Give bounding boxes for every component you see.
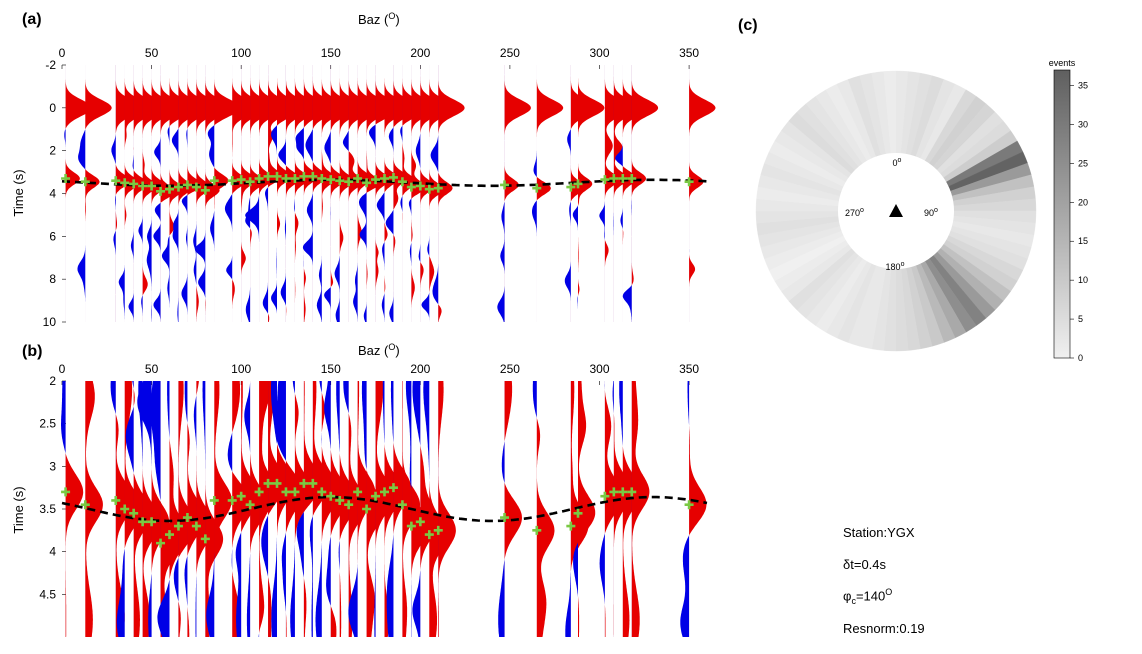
trace-positive-fill bbox=[537, 65, 563, 322]
y-tick-label: 2 bbox=[49, 374, 56, 388]
colorbar-tick-label: 10 bbox=[1078, 275, 1088, 285]
trace-positive-fill bbox=[295, 381, 313, 637]
colorbar-tick-label: 15 bbox=[1078, 236, 1088, 246]
trace-positive-fill bbox=[537, 381, 555, 637]
trace-negative-fill bbox=[111, 65, 115, 322]
y-tick-label: 4 bbox=[49, 187, 56, 201]
panel-b: (b) Baz (O) Time (s) 0 50 100 150 200 250 300 3… bbox=[11, 342, 707, 637]
x-tick-label: 150 bbox=[321, 362, 341, 376]
colorbar-tick-label: 0 bbox=[1078, 353, 1083, 363]
x-tick-label: 350 bbox=[679, 362, 699, 376]
x-tick-label: 200 bbox=[410, 362, 430, 376]
x-tick-label: 200 bbox=[410, 46, 430, 60]
x-tick-label: 100 bbox=[231, 46, 251, 60]
trace-positive-fill bbox=[689, 65, 715, 322]
x-tick-label: 0 bbox=[59, 46, 66, 60]
x-tick-label: 50 bbox=[145, 46, 159, 60]
x-tick-label: 300 bbox=[589, 362, 609, 376]
x-tick-label: 250 bbox=[500, 46, 520, 60]
y-tick-label: 2.5 bbox=[39, 417, 56, 431]
x-tick-label: 50 bbox=[145, 362, 159, 376]
colorbar bbox=[1054, 70, 1070, 358]
trace-negative-fill bbox=[498, 381, 504, 637]
colorbar-tick-label: 30 bbox=[1078, 119, 1088, 129]
trace-positive-fill bbox=[85, 65, 111, 322]
y-tick-label: -2 bbox=[45, 58, 56, 72]
trace-positive-fill bbox=[214, 381, 232, 637]
panel-a-ylabel: Time (s) bbox=[11, 169, 26, 216]
panel-b-xlabel: Baz (O) bbox=[358, 342, 400, 358]
trace-positive-fill bbox=[632, 65, 658, 322]
y-tick-label: 3.5 bbox=[39, 502, 56, 516]
colorbar-tick-label: 35 bbox=[1078, 81, 1088, 91]
fast-direction-label: φc=140O bbox=[843, 587, 892, 606]
colorbar-tick-label: 5 bbox=[1078, 314, 1083, 324]
colorbar-ticks: 0 5 10 15 20 25 30 35 bbox=[1070, 81, 1088, 363]
colorbar-title: events bbox=[1049, 58, 1076, 68]
trace-positive-fill bbox=[505, 381, 523, 637]
station-label: Station:YGX bbox=[843, 525, 915, 540]
trace-positive-fill bbox=[505, 65, 531, 322]
panel-b-ylabel: Time (s) bbox=[11, 486, 26, 533]
panel-c: (c) 0o 90o 180o 270o events 051015202530… bbox=[738, 17, 1088, 363]
trace-positive-fill bbox=[66, 381, 84, 637]
delay-time-label: δt=0.4s bbox=[843, 557, 886, 572]
trace-negative-fill bbox=[310, 381, 313, 637]
y-tick-label: 8 bbox=[49, 272, 56, 286]
trace-negative-fill bbox=[497, 65, 504, 322]
trace-negative-fill bbox=[532, 65, 537, 322]
trace-negative-fill bbox=[600, 381, 605, 637]
panel-a-traces bbox=[64, 65, 715, 322]
y-tick-label: 4.5 bbox=[39, 587, 56, 601]
trace-positive-fill bbox=[578, 65, 604, 322]
y-tick-label: 6 bbox=[49, 229, 56, 243]
trace-positive-fill bbox=[438, 381, 456, 637]
y-tick-label: 0 bbox=[49, 101, 56, 115]
colorbar-tick-label: 20 bbox=[1078, 197, 1088, 207]
x-tick-label: 100 bbox=[231, 362, 251, 376]
y-tick-label: 10 bbox=[43, 315, 57, 329]
trace-negative-fill bbox=[533, 381, 537, 637]
colorbar-tick-label: 25 bbox=[1078, 158, 1088, 168]
y-tick-label: 2 bbox=[49, 144, 56, 158]
trace-negative-fill bbox=[680, 381, 689, 637]
trace-positive-fill bbox=[632, 381, 650, 637]
trace-negative-fill bbox=[565, 65, 571, 322]
trace-positive-fill bbox=[689, 381, 706, 637]
trace-positive-fill bbox=[438, 65, 464, 322]
panel-b-letter: (b) bbox=[22, 343, 42, 360]
resnorm-label: Resnorm:0.19 bbox=[843, 621, 925, 636]
panel-a-letter: (a) bbox=[22, 11, 42, 28]
trace-negative-fill bbox=[111, 381, 116, 637]
x-tick-label: 0 bbox=[59, 362, 66, 376]
x-tick-label: 350 bbox=[679, 46, 699, 60]
y-tick-label: 3 bbox=[49, 459, 56, 473]
x-tick-label: 150 bbox=[321, 46, 341, 60]
y-tick-label: 4 bbox=[49, 545, 56, 559]
panel-c-letter: (c) bbox=[738, 17, 758, 34]
trace-positive-fill bbox=[578, 381, 595, 637]
panel-a-xlabel: Baz (O) bbox=[358, 11, 400, 27]
x-tick-label: 250 bbox=[500, 362, 520, 376]
x-tick-label: 300 bbox=[589, 46, 609, 60]
panel-b-traces bbox=[61, 381, 707, 637]
